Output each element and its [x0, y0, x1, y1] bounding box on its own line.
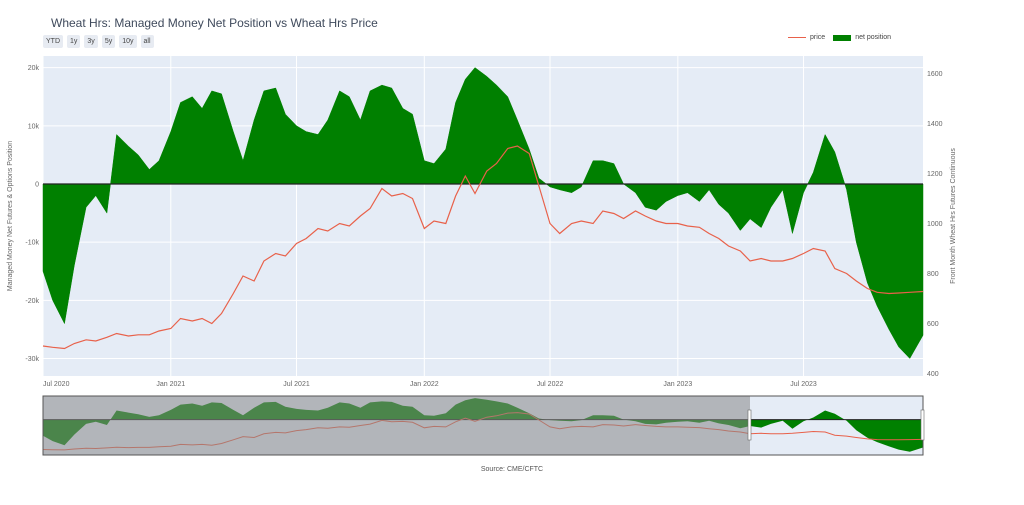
chart-title: Wheat Hrs: Managed Money Net Position vs…: [51, 16, 378, 30]
y2-tick-label: 1400: [927, 121, 943, 128]
y2-axis-title: Front Month Wheat Hrs Futures Continuous: [950, 148, 957, 284]
x-tick-label: Jul 2022: [537, 381, 564, 388]
net-position-area: [42, 67, 924, 359]
legend-label-net-position: net position: [855, 34, 891, 41]
x-tick-label: Jan 2021: [156, 381, 185, 388]
legend-item-net-position[interactable]: net position: [833, 34, 891, 41]
x-tick-label: Jul 2021: [283, 381, 310, 388]
chart-legend: price net position: [788, 34, 891, 41]
y-tick-label: -10k: [25, 240, 39, 247]
x-tick-label: Jan 2023: [663, 381, 692, 388]
y2-tick-label: 1200: [927, 171, 943, 178]
x-tick-label: Jul 2023: [790, 381, 817, 388]
price-line: [42, 145, 924, 350]
y2-tick-label: 1000: [927, 221, 943, 228]
source-note: Source: CME/CFTC: [480, 466, 544, 473]
x-tick-label: Jan 2022: [410, 381, 439, 388]
range-button-1y[interactable]: 1y: [67, 35, 81, 48]
range-button-ytd[interactable]: YTD: [43, 35, 63, 48]
y-tick-label: 10k: [28, 123, 40, 130]
legend-item-price[interactable]: price: [788, 34, 825, 41]
y-tick-label: 0: [35, 182, 39, 189]
y-tick-label: -30k: [25, 356, 39, 363]
legend-label-price: price: [810, 34, 826, 41]
range-slider-right-handle[interactable]: [920, 409, 925, 441]
range-slider-left-handle[interactable]: [747, 409, 752, 441]
y2-tick-label: 400: [927, 371, 939, 378]
y-tick-label: -20k: [25, 298, 39, 305]
range-button-3y[interactable]: 3y: [84, 35, 98, 48]
y-tick-label: 20k: [28, 65, 40, 72]
y2-tick-label: 800: [927, 271, 939, 278]
range-slider-mask: [43, 396, 750, 455]
y2-tick-label: 1600: [927, 71, 943, 78]
range-button-10y[interactable]: 10y: [119, 35, 137, 48]
range-selector: YTD 1y 3y 5y 10y all: [43, 35, 154, 48]
y2-tick-label: 600: [927, 321, 939, 328]
x-tick-label: Jul 2020: [43, 381, 70, 388]
y-axis-title: Managed Money Net Futures & Options Posi…: [7, 141, 14, 291]
range-button-5y[interactable]: 5y: [101, 35, 116, 48]
legend-line-swatch: [788, 37, 806, 38]
legend-area-swatch: [833, 34, 852, 41]
range-button-all[interactable]: all: [140, 35, 154, 48]
